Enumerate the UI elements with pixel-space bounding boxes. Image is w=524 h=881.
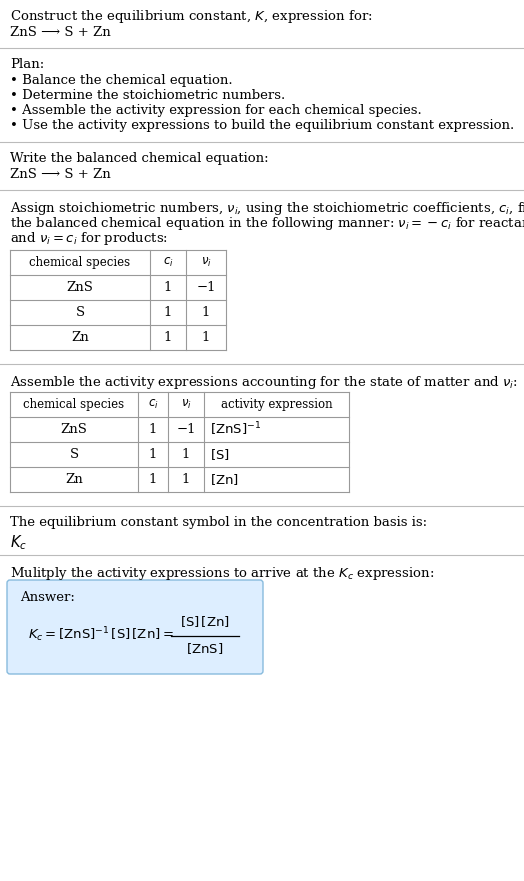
Text: 1: 1 (202, 306, 210, 319)
Text: $[\mathrm{Zn}]$: $[\mathrm{Zn}]$ (210, 472, 239, 487)
Text: Assign stoichiometric numbers, $\nu_i$, using the stoichiometric coefficients, $: Assign stoichiometric numbers, $\nu_i$, … (10, 200, 524, 217)
FancyBboxPatch shape (7, 580, 263, 674)
Text: Mulitply the activity expressions to arrive at the $K_c$ expression:: Mulitply the activity expressions to arr… (10, 565, 434, 582)
Text: • Use the activity expressions to build the equilibrium constant expression.: • Use the activity expressions to build … (10, 119, 514, 132)
Text: 1: 1 (164, 281, 172, 294)
Text: −1: −1 (196, 281, 216, 294)
Text: ZnS: ZnS (67, 281, 93, 294)
Text: Zn: Zn (71, 331, 89, 344)
Text: S: S (70, 448, 79, 461)
Text: Zn: Zn (65, 473, 83, 486)
Text: $c_i$: $c_i$ (162, 256, 173, 269)
Text: $K_c = [\mathrm{ZnS}]^{-1}\,[\mathrm{S}]\,[\mathrm{Zn}] = $: $K_c = [\mathrm{ZnS}]^{-1}\,[\mathrm{S}]… (28, 626, 174, 644)
Text: −1: −1 (176, 423, 196, 436)
Text: chemical species: chemical species (29, 256, 130, 269)
Text: 1: 1 (182, 448, 190, 461)
Text: $[\mathrm{ZnS}]^{-1}$: $[\mathrm{ZnS}]^{-1}$ (210, 421, 261, 438)
Text: • Balance the chemical equation.: • Balance the chemical equation. (10, 74, 233, 87)
Text: ZnS ⟶ S + Zn: ZnS ⟶ S + Zn (10, 168, 111, 181)
Text: $\nu_i$: $\nu_i$ (201, 256, 211, 269)
Text: activity expression: activity expression (221, 398, 332, 411)
Text: Assemble the activity expressions accounting for the state of matter and $\nu_i$: Assemble the activity expressions accoun… (10, 374, 518, 391)
Text: The equilibrium constant symbol in the concentration basis is:: The equilibrium constant symbol in the c… (10, 516, 427, 529)
Text: ZnS: ZnS (61, 423, 88, 436)
Text: 1: 1 (149, 448, 157, 461)
Text: 1: 1 (202, 331, 210, 344)
Text: $c_i$: $c_i$ (148, 398, 158, 411)
Text: 1: 1 (149, 423, 157, 436)
Text: 1: 1 (164, 331, 172, 344)
Text: the balanced chemical equation in the following manner: $\nu_i = -c_i$ for react: the balanced chemical equation in the fo… (10, 215, 524, 232)
Text: $[\mathrm{S}]$: $[\mathrm{S}]$ (210, 447, 230, 462)
Text: 1: 1 (182, 473, 190, 486)
Text: Plan:: Plan: (10, 58, 44, 71)
Text: 1: 1 (164, 306, 172, 319)
Text: Answer:: Answer: (20, 591, 75, 604)
Text: ZnS ⟶ S + Zn: ZnS ⟶ S + Zn (10, 26, 111, 39)
Text: • Determine the stoichiometric numbers.: • Determine the stoichiometric numbers. (10, 89, 285, 102)
Text: S: S (75, 306, 84, 319)
Text: Write the balanced chemical equation:: Write the balanced chemical equation: (10, 152, 269, 165)
Text: 1: 1 (149, 473, 157, 486)
Text: $K_c$: $K_c$ (10, 533, 27, 552)
Text: and $\nu_i = c_i$ for products:: and $\nu_i = c_i$ for products: (10, 230, 168, 247)
Text: $\nu_i$: $\nu_i$ (181, 398, 191, 411)
Text: chemical species: chemical species (24, 398, 125, 411)
Text: Construct the equilibrium constant, $K$, expression for:: Construct the equilibrium constant, $K$,… (10, 8, 373, 25)
Text: $[\mathrm{S}]\,[\mathrm{Zn}]$: $[\mathrm{S}]\,[\mathrm{Zn}]$ (180, 615, 230, 629)
Text: • Assemble the activity expression for each chemical species.: • Assemble the activity expression for e… (10, 104, 422, 117)
Text: $[\mathrm{ZnS}]$: $[\mathrm{ZnS}]$ (187, 641, 224, 656)
